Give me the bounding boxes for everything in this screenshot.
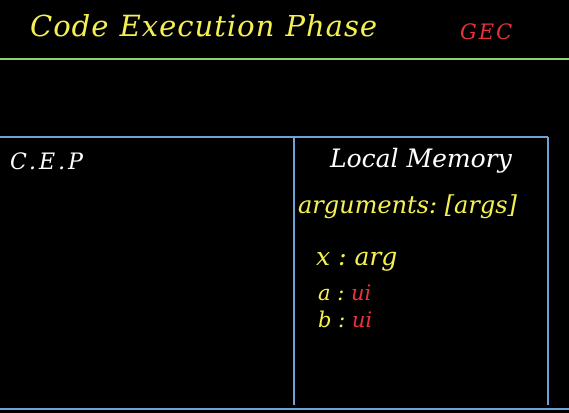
memory-entry-b: b : ui: [318, 310, 372, 331]
memory-entry-a: a : ui: [318, 283, 371, 304]
entry-name: a: [318, 281, 331, 305]
entry-name: b: [318, 308, 332, 332]
code-execution-label: C.E.P: [10, 150, 86, 175]
entry-separator: :: [337, 281, 345, 305]
entry-separator: :: [338, 308, 346, 332]
page-title: Code Execution Phase: [30, 9, 379, 43]
entry-value: ui: [350, 281, 372, 305]
arguments-line: arguments: [args]: [298, 191, 517, 219]
entry-name: x: [316, 242, 331, 271]
entry-value: arg: [354, 242, 398, 271]
memory-entry-x: x : arg: [316, 244, 397, 269]
entry-separator: :: [338, 242, 347, 271]
context-label: GEC: [460, 20, 515, 44]
entry-value: ui: [351, 308, 373, 332]
memory-title: Local Memory: [330, 144, 512, 173]
